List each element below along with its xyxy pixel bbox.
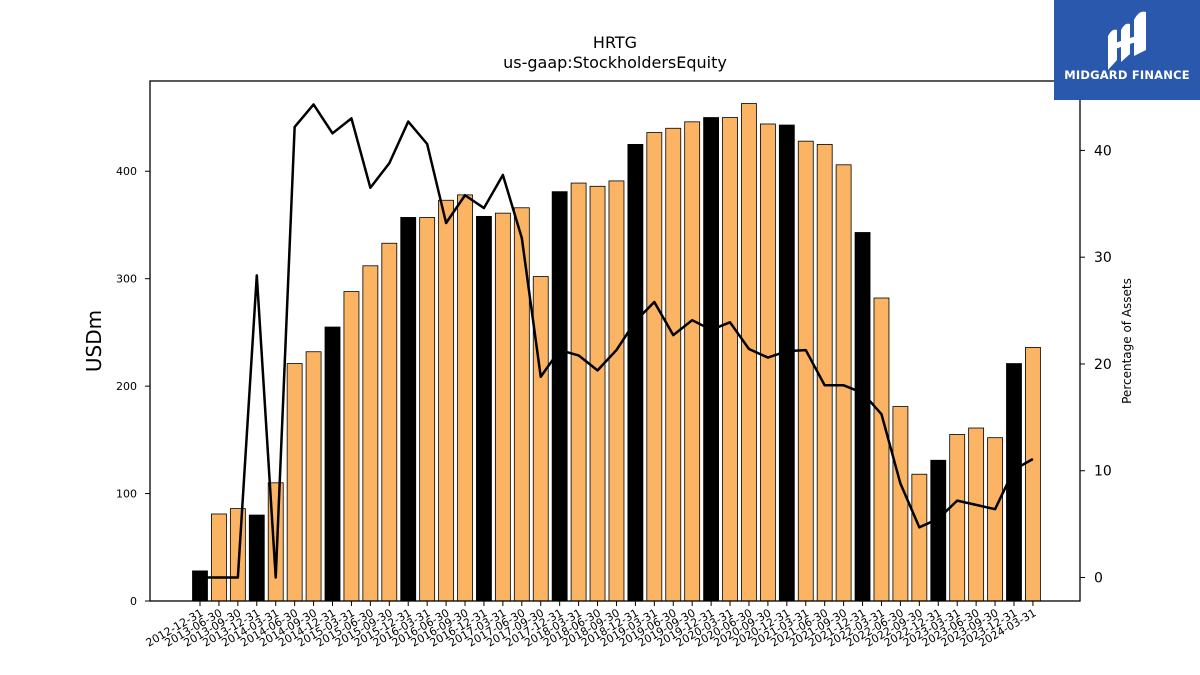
- bar-2020-12-31: [778, 124, 795, 602]
- bar-2020-03-31: [722, 117, 738, 602]
- bar-2015-03-31: [343, 291, 360, 602]
- bar-2016-06-30: [438, 199, 454, 602]
- y-tick-label: 100: [116, 488, 137, 501]
- bar-2013-12-31: [248, 514, 265, 602]
- bar-2021-12-31: [854, 232, 871, 602]
- bar-2012-12-31: [192, 570, 208, 602]
- y2-tick-label: 20: [1094, 357, 1112, 373]
- bar-2013-06-30: [211, 513, 227, 602]
- percentage-of-assets-line: [200, 103, 1034, 579]
- bar-2019-09-30: [684, 121, 701, 602]
- bar-2024-03-31: [1025, 347, 1041, 602]
- bar-2022-12-31: [930, 459, 947, 602]
- bar-2019-03-31: [646, 132, 663, 602]
- bar-2014-09-30: [305, 351, 322, 602]
- bar-2022-03-31: [873, 297, 890, 602]
- y-tick-label: 0: [130, 595, 137, 608]
- plot-frame: [149, 80, 1081, 602]
- line-series: [200, 103, 1034, 579]
- y2-tick-label: 0: [1094, 571, 1103, 587]
- bar-2019-06-30: [665, 127, 682, 602]
- bar-2023-09-30: [987, 437, 1003, 602]
- midgard-m-logo-icon: [1108, 11, 1146, 70]
- bar-2015-09-30: [381, 242, 398, 602]
- bar-2016-12-31: [476, 215, 492, 602]
- y-axis-label-right: Percentage of Assets: [1120, 278, 1134, 404]
- bar-2015-06-30: [362, 265, 379, 602]
- y-tick-label: 200: [116, 380, 137, 393]
- chart-subtitle: us-gaap:StockholdersEquity: [503, 53, 727, 72]
- y-axis-left: 0 100 200 300 400: [116, 165, 150, 608]
- bar-2020-09-30: [760, 123, 776, 602]
- bar-2014-12-31: [324, 326, 341, 602]
- bar-2017-09-30: [532, 276, 549, 602]
- bar-2018-06-30: [589, 185, 606, 602]
- x-axis: 2012-12-312013-06-302013-09-302013-12-31…: [144, 601, 1038, 650]
- bar-2016-09-30: [457, 194, 473, 602]
- bar-2022-06-30: [892, 406, 909, 602]
- midgard-finance-logo: MIDGARD FINANCE: [1054, 0, 1200, 100]
- bar-2022-09-30: [911, 473, 928, 602]
- bar-2017-12-31: [551, 191, 568, 602]
- bar-2016-03-31: [419, 217, 436, 602]
- bar-2019-12-31: [703, 117, 720, 602]
- bar-2021-09-30: [835, 164, 852, 602]
- bar-2018-03-31: [570, 182, 587, 602]
- bar-2015-12-31: [400, 217, 417, 602]
- y-tick-label: 400: [116, 165, 137, 178]
- bar-2018-09-30: [608, 180, 625, 602]
- bar-2023-03-31: [949, 434, 966, 602]
- bar-2013-09-30: [229, 508, 246, 602]
- y-tick-label: 300: [116, 273, 137, 286]
- bar-2018-12-31: [627, 143, 644, 602]
- y2-tick-label: 10: [1094, 464, 1112, 480]
- bar-2017-06-30: [513, 207, 530, 602]
- bar-series: [192, 103, 1041, 602]
- y-axis-right: 0 10 20 30 40: [1080, 143, 1112, 587]
- y-axis-label-left: USDm: [82, 310, 106, 372]
- bar-2021-06-30: [816, 143, 833, 602]
- logo-text: MIDGARD FINANCE: [1064, 68, 1190, 82]
- chart-title: HRTG: [593, 33, 637, 52]
- bar-2023-06-30: [968, 427, 985, 602]
- bar-2021-03-31: [797, 140, 814, 602]
- bar-2014-06-30: [286, 363, 303, 602]
- y2-tick-label: 30: [1094, 250, 1112, 266]
- y2-tick-label: 40: [1094, 143, 1112, 159]
- bar-2017-03-31: [494, 212, 511, 602]
- chart-titles: HRTG us-gaap:StockholdersEquity: [503, 33, 727, 72]
